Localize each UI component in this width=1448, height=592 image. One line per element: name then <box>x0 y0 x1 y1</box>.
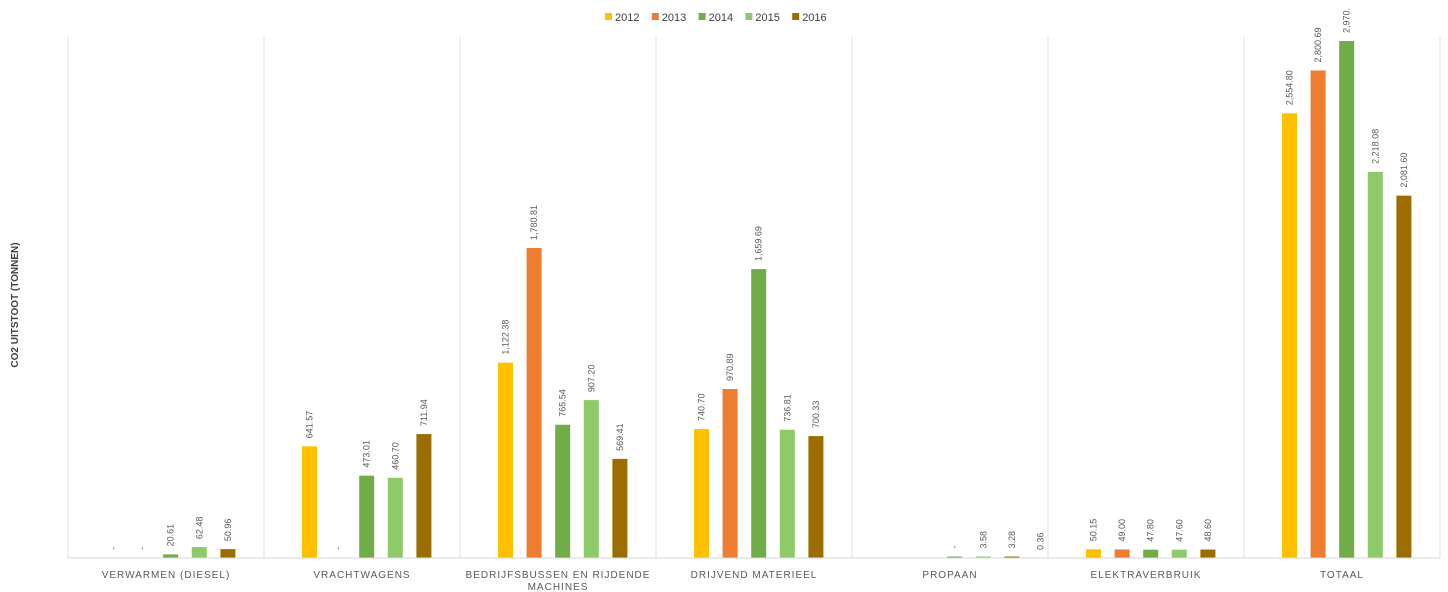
data-label: - <box>333 547 343 550</box>
bar <box>1282 113 1297 558</box>
data-label: 3.28 <box>1007 531 1017 549</box>
bar <box>1367 171 1383 558</box>
category-label: VRACHTWAGENS <box>313 570 410 581</box>
bars-layer <box>163 41 1412 559</box>
bar <box>1200 549 1216 558</box>
bar <box>1086 549 1101 558</box>
data-label: 1,780.81 <box>529 205 539 240</box>
data-label: 460.70 <box>390 442 400 470</box>
bar <box>947 556 963 558</box>
data-label: 2,554.80 <box>1285 70 1295 105</box>
bar <box>302 446 317 558</box>
legend-label: 2014 <box>709 12 733 24</box>
data-label: 2,800.69 <box>1313 27 1323 62</box>
bar <box>191 547 207 558</box>
data-label: 3.58 <box>978 531 988 549</box>
category-label: TOTAAL <box>1320 570 1364 581</box>
data-label: 765.54 <box>558 389 568 417</box>
data-label: 47.60 <box>1174 519 1184 542</box>
category-label: ELEKTRAVERBRUIK <box>1091 570 1202 581</box>
bar <box>779 429 795 558</box>
data-label: - <box>950 546 960 549</box>
bar <box>526 248 542 558</box>
data-label: 1,659.69 <box>754 226 764 261</box>
bar <box>808 436 824 558</box>
bar <box>722 388 738 558</box>
legend-label: 2012 <box>615 12 639 24</box>
data-label: 711.94 <box>419 399 429 426</box>
bar <box>1143 549 1159 558</box>
bar <box>975 556 991 558</box>
bar <box>1310 70 1326 559</box>
bar <box>1004 556 1020 558</box>
bar <box>1171 549 1187 558</box>
legend-swatch <box>792 13 800 20</box>
category-label: VERWARMEN (DIESEL) <box>102 570 231 581</box>
data-label: 49.00 <box>1117 519 1127 542</box>
data-label: 740.70 <box>697 394 707 422</box>
bar <box>163 554 179 558</box>
data-label: 970.89 <box>725 353 735 381</box>
category-separators <box>67 36 1441 558</box>
data-label: 2,218.08 <box>1370 129 1380 164</box>
legend-swatch <box>698 13 706 20</box>
legend-swatch <box>651 13 659 20</box>
bar <box>416 434 432 558</box>
bar <box>1114 549 1130 558</box>
category-labels-layer: VERWARMEN (DIESEL) VRACHTWAGENS BEDRIJFSBU… <box>102 570 1364 592</box>
bar <box>498 362 513 558</box>
data-label: 20.61 <box>166 524 176 547</box>
data-label: 47.80 <box>1146 519 1156 542</box>
data-label: 736.81 <box>782 394 792 422</box>
data-label: 0.36 <box>1036 532 1046 550</box>
legend-label: 2013 <box>662 12 686 24</box>
bar <box>1396 195 1412 558</box>
data-label: 569.41 <box>615 423 625 451</box>
data-label: 641.57 <box>305 411 315 439</box>
data-label: 48.60 <box>1203 519 1213 542</box>
category-label: DRIJVEND MATERIEEL <box>691 570 818 581</box>
data-label: 62.48 <box>194 517 204 540</box>
legend-label: 2016 <box>802 12 826 24</box>
data-label: 700.33 <box>811 401 821 429</box>
bar <box>694 429 709 558</box>
data-label: 2,081.60 <box>1399 153 1409 188</box>
data-label: 1,122.38 <box>501 320 511 355</box>
bar <box>555 424 571 558</box>
bar <box>387 477 403 558</box>
data-label: 907.20 <box>586 365 596 393</box>
category-label: PROPAAN <box>922 570 977 581</box>
data-labels-layer: - - 20.61 62.48 50.96 641.57 - 473.01 460.70 711.… <box>109 8 1409 550</box>
data-label: - <box>137 547 147 550</box>
data-label: 50.15 <box>1089 519 1099 542</box>
legend-swatch <box>745 13 753 20</box>
bar <box>359 475 375 558</box>
data-label: 2,970. <box>1342 8 1352 33</box>
y-axis-label: CO2 UITSTOOT (TONNEN) <box>10 242 21 367</box>
data-label: - <box>109 547 119 550</box>
bar <box>612 458 628 558</box>
bar <box>220 549 236 558</box>
legend-label: 2015 <box>755 12 779 24</box>
chart-legend: 2012 2013 2014 2015 2016 <box>605 12 827 24</box>
bar <box>1339 41 1355 558</box>
data-label: 50.96 <box>223 519 233 542</box>
data-label: 473.01 <box>362 440 372 468</box>
category-label: BEDRIJFSBUSSEN EN RIJDENDE <box>466 570 651 581</box>
category-label: MACHINES <box>528 582 589 592</box>
legend-swatch <box>605 13 612 20</box>
bar <box>583 400 599 558</box>
bar <box>751 269 767 558</box>
